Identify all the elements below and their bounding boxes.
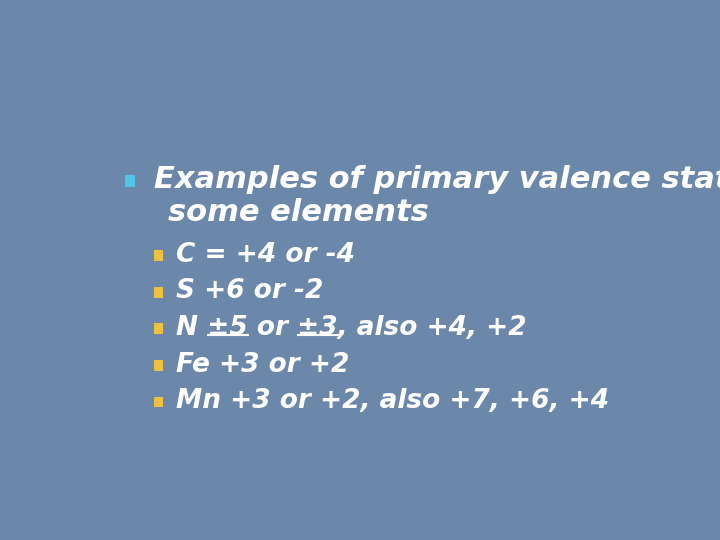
Text: some elements: some elements: [168, 198, 429, 227]
Bar: [154, 360, 163, 371]
Text: C = +4 or -4: C = +4 or -4: [176, 242, 356, 268]
Bar: [154, 287, 163, 298]
Text: Examples of primary valence states of: Examples of primary valence states of: [154, 165, 720, 194]
Text: S +6 or -2: S +6 or -2: [176, 279, 324, 305]
Bar: [154, 323, 163, 334]
Text: Mn +3 or +2, also +7, +6, +4: Mn +3 or +2, also +7, +6, +4: [176, 388, 610, 414]
Bar: [125, 175, 135, 187]
Text: N ±5 or ±3, also +4, +2: N ±5 or ±3, also +4, +2: [176, 315, 527, 341]
Bar: [154, 396, 163, 407]
Text: Fe +3 or +2: Fe +3 or +2: [176, 352, 350, 377]
Bar: [154, 250, 163, 261]
